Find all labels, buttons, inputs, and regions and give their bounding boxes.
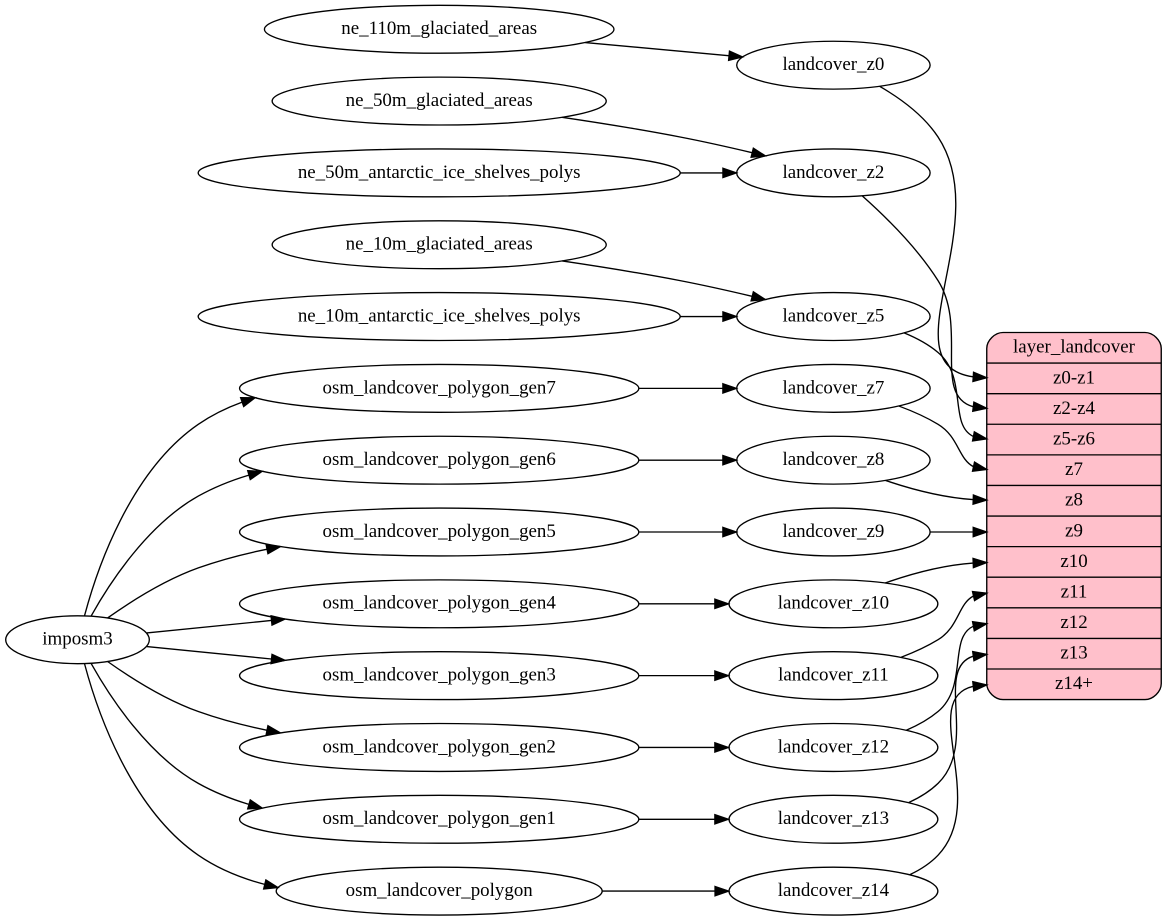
svg-text:landcover_z13: landcover_z13 [778, 808, 889, 829]
svg-text:osm_landcover_polygon: osm_landcover_polygon [346, 880, 534, 901]
svg-text:z13: z13 [1060, 643, 1087, 664]
svg-text:landcover_z7: landcover_z7 [782, 377, 884, 398]
svg-text:z8: z8 [1065, 490, 1083, 511]
svg-text:landcover_z0: landcover_z0 [782, 54, 884, 75]
svg-text:z7: z7 [1065, 459, 1083, 480]
svg-text:layer_landcover: layer_landcover [1013, 337, 1136, 358]
svg-text:osm_landcover_polygon_gen6: osm_landcover_polygon_gen6 [323, 449, 556, 470]
svg-text:landcover_z8: landcover_z8 [782, 449, 884, 470]
svg-text:ne_110m_glaciated_areas: ne_110m_glaciated_areas [341, 18, 537, 39]
svg-text:osm_landcover_polygon_gen5: osm_landcover_polygon_gen5 [323, 521, 556, 542]
svg-text:osm_landcover_polygon_gen1: osm_landcover_polygon_gen1 [323, 808, 556, 829]
svg-text:ne_10m_glaciated_areas: ne_10m_glaciated_areas [346, 234, 533, 255]
svg-text:z10: z10 [1060, 551, 1087, 572]
svg-text:z11: z11 [1061, 582, 1088, 603]
svg-text:landcover_z5: landcover_z5 [782, 306, 884, 327]
svg-text:landcover_z14: landcover_z14 [778, 880, 890, 901]
svg-text:z12: z12 [1060, 612, 1087, 633]
svg-text:imposm3: imposm3 [42, 629, 112, 650]
svg-text:z9: z9 [1065, 520, 1083, 541]
svg-text:z5-z6: z5-z6 [1053, 429, 1095, 450]
svg-text:landcover_z11: landcover_z11 [778, 665, 889, 686]
svg-text:landcover_z9: landcover_z9 [782, 521, 884, 542]
svg-text:osm_landcover_polygon_gen2: osm_landcover_polygon_gen2 [323, 737, 556, 758]
svg-text:landcover_z2: landcover_z2 [782, 162, 884, 183]
svg-text:landcover_z12: landcover_z12 [778, 737, 889, 758]
svg-text:ne_50m_glaciated_areas: ne_50m_glaciated_areas [346, 90, 533, 111]
svg-text:ne_50m_antarctic_ice_shelves_p: ne_50m_antarctic_ice_shelves_polys [298, 162, 581, 183]
svg-text:z14+: z14+ [1055, 673, 1093, 694]
svg-text:landcover_z10: landcover_z10 [778, 593, 889, 614]
svg-text:ne_10m_antarctic_ice_shelves_p: ne_10m_antarctic_ice_shelves_polys [298, 306, 581, 327]
svg-text:osm_landcover_polygon_gen7: osm_landcover_polygon_gen7 [323, 377, 556, 398]
svg-text:z0-z1: z0-z1 [1053, 367, 1095, 388]
svg-text:osm_landcover_polygon_gen4: osm_landcover_polygon_gen4 [323, 593, 557, 614]
svg-text:z2-z4: z2-z4 [1053, 398, 1096, 419]
svg-text:osm_landcover_polygon_gen3: osm_landcover_polygon_gen3 [323, 665, 556, 686]
